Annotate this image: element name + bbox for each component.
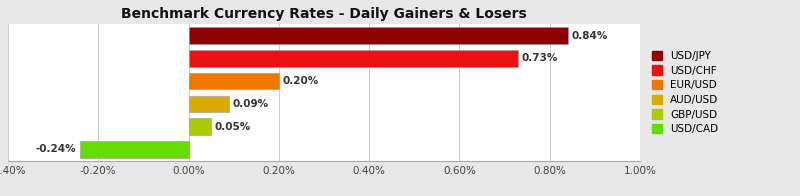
Bar [189, 27, 568, 44]
Bar [189, 118, 211, 135]
Text: 0.09%: 0.09% [233, 99, 269, 109]
Bar [189, 50, 518, 67]
Text: 0.20%: 0.20% [282, 76, 318, 86]
Text: 0.73%: 0.73% [522, 53, 558, 64]
Text: Benchmark Currency Rates - Daily Gainers & Losers: Benchmark Currency Rates - Daily Gainers… [121, 7, 527, 21]
Text: -0.24%: -0.24% [36, 144, 77, 154]
Bar [189, 96, 230, 112]
Text: 0.05%: 0.05% [214, 122, 251, 132]
Bar [189, 73, 279, 89]
Text: 0.84%: 0.84% [571, 31, 608, 41]
Bar [80, 141, 189, 158]
Legend: USD/JPY, USD/CHF, EUR/USD, AUD/USD, GBP/USD, USD/CAD: USD/JPY, USD/CHF, EUR/USD, AUD/USD, GBP/… [651, 51, 718, 134]
